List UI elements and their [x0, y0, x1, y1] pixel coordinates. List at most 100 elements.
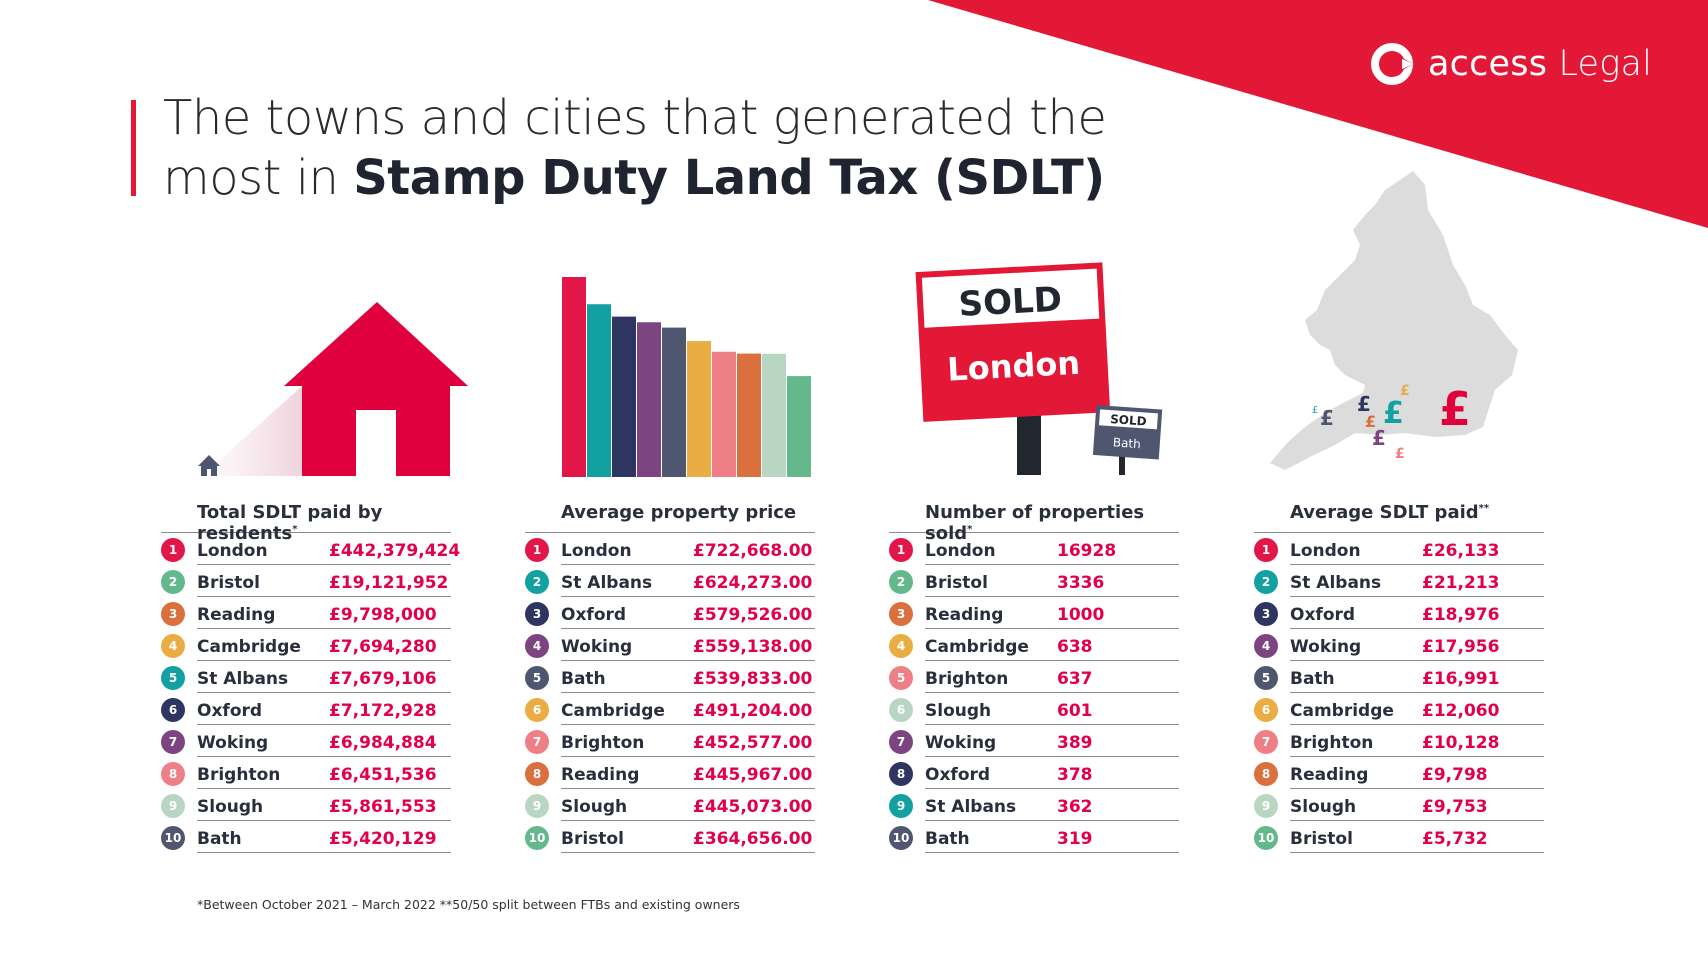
rank-badge: 1: [525, 538, 549, 562]
rank-badge: 2: [889, 570, 913, 594]
city-value: £10,128: [1422, 733, 1500, 753]
ranking-row: 10 Bristol £364,656.00: [525, 821, 815, 853]
rank-badge: 3: [1254, 602, 1278, 626]
city-name: Brighton: [561, 733, 645, 753]
city-value: £5,732: [1422, 829, 1488, 849]
city-value: £442,379,424: [329, 541, 461, 561]
ranking-row: 4 Woking £17,956: [1254, 629, 1544, 661]
column-title: Average property price: [525, 502, 815, 533]
ranking-row: 8 Reading £9,798: [1254, 757, 1544, 789]
ranking-row: 7 Woking 389: [889, 725, 1179, 757]
city-name: Bath: [561, 669, 606, 689]
column-title-footnote-mark: *: [292, 524, 298, 535]
sold-sign-top: SOLD: [958, 280, 1063, 325]
city-name: Woking: [561, 637, 633, 657]
ranking-row: 2 Bristol 3336: [889, 565, 1179, 597]
sold-sign-illustration: SOLD London SOLD Bath: [915, 262, 1163, 475]
england-map-illustration: £ £ £ £ £ £ £ £ £: [1270, 171, 1518, 470]
city-value: 638: [1057, 637, 1093, 657]
city-name: Reading: [1290, 765, 1369, 785]
column-title: Average SDLT paid**: [1254, 502, 1544, 533]
rank-badge: 8: [889, 762, 913, 786]
ranking-row: 4 Cambridge 638: [889, 629, 1179, 661]
city-name: Cambridge: [1290, 701, 1394, 721]
column-avg-price: Average property price 1 London £722,668.00…: [525, 502, 815, 853]
ranking-row: 5 St Albans £7,679,106: [161, 661, 451, 693]
city-value: £6,451,536: [329, 765, 437, 785]
rank-badge: 4: [525, 634, 549, 658]
city-value: £9,753: [1422, 797, 1488, 817]
city-value: £9,798: [1422, 765, 1488, 785]
city-name: St Albans: [1290, 573, 1382, 593]
price-bar: [587, 304, 611, 477]
small-house-icon: [198, 455, 220, 476]
city-value: 362: [1057, 797, 1093, 817]
rank-badge: 8: [161, 762, 185, 786]
city-name: Slough: [561, 797, 628, 817]
ranking-row: 3 Oxford £18,976: [1254, 597, 1544, 629]
city-value: £7,694,280: [329, 637, 437, 657]
rank-badge: 7: [161, 730, 185, 754]
city-name: Reading: [561, 765, 640, 785]
ranking-row: 9 St Albans 362: [889, 789, 1179, 821]
city-value: £7,679,106: [329, 669, 437, 689]
rank-badge: 6: [1254, 698, 1278, 722]
city-value: £18,976: [1422, 605, 1500, 625]
city-value: £624,273.00: [693, 573, 813, 593]
ranking-row: 6 Cambridge £491,204.00: [525, 693, 815, 725]
price-bar: [662, 327, 686, 477]
rank-badge: 9: [1254, 794, 1278, 818]
city-value: £26,133: [1422, 541, 1500, 561]
small-sign-city: Bath: [1112, 435, 1141, 451]
rank-badge: 6: [525, 698, 549, 722]
logo-ring-icon: [1371, 43, 1414, 85]
svg-text:£: £: [1320, 406, 1334, 430]
logo-brand: access: [1428, 44, 1548, 84]
city-name: Oxford: [561, 605, 627, 625]
city-name: London: [925, 541, 996, 561]
price-bar-graphic: [562, 277, 811, 477]
city-name: St Albans: [197, 669, 289, 689]
svg-text:£: £: [1312, 405, 1318, 416]
rank-badge: 3: [889, 602, 913, 626]
rank-badge: 2: [161, 570, 185, 594]
column-title-text: Number of properties sold: [925, 502, 1145, 544]
rank-badge: 4: [1254, 634, 1278, 658]
rank-badge: 5: [161, 666, 185, 690]
city-name: Slough: [1290, 797, 1357, 817]
rank-badge: 4: [161, 634, 185, 658]
city-name: Woking: [925, 733, 997, 753]
city-value: £445,967.00: [693, 765, 813, 785]
city-name: Brighton: [925, 669, 1009, 689]
rank-badge: 7: [1254, 730, 1278, 754]
city-value: £364,656.00: [693, 829, 813, 849]
ranking-row: 1 London £442,379,424: [161, 533, 460, 565]
ranking-row: 8 Oxford 378: [889, 757, 1179, 789]
city-name: Reading: [197, 605, 276, 625]
sold-sign-city: London: [946, 344, 1081, 389]
title-prefix: most in: [163, 150, 354, 206]
ranking-row: 8 Brighton £6,451,536: [161, 757, 451, 789]
ranking-row: 7 Brighton £452,577.00: [525, 725, 815, 757]
rank-badge: 8: [525, 762, 549, 786]
city-name: Reading: [925, 605, 1004, 625]
column-avg-sdlt: Average SDLT paid** 1 London £26,133 2 St Alb…: [1254, 502, 1544, 853]
ranking-row: 9 Slough £5,861,553: [161, 789, 451, 821]
rank-badge: 5: [889, 666, 913, 690]
column-title-text: Average property price: [561, 502, 797, 523]
city-value: £579,526.00: [693, 605, 813, 625]
city-value: £5,420,129: [329, 829, 437, 849]
rank-badge: 3: [525, 602, 549, 626]
ranking-row: 1 London 16928: [889, 533, 1179, 565]
city-name: Slough: [925, 701, 992, 721]
svg-text:£: £: [1357, 392, 1371, 416]
ranking-row: 2 Bristol £19,121,952: [161, 565, 451, 597]
city-value: 1000: [1057, 605, 1105, 625]
city-name: London: [197, 541, 268, 561]
city-value: £19,121,952: [329, 573, 449, 593]
city-name: St Albans: [561, 573, 653, 593]
ranking-row: 1 London £722,668.00: [525, 533, 815, 565]
city-value: 16928: [1057, 541, 1117, 561]
rank-badge: 3: [161, 602, 185, 626]
city-name: Woking: [1290, 637, 1362, 657]
